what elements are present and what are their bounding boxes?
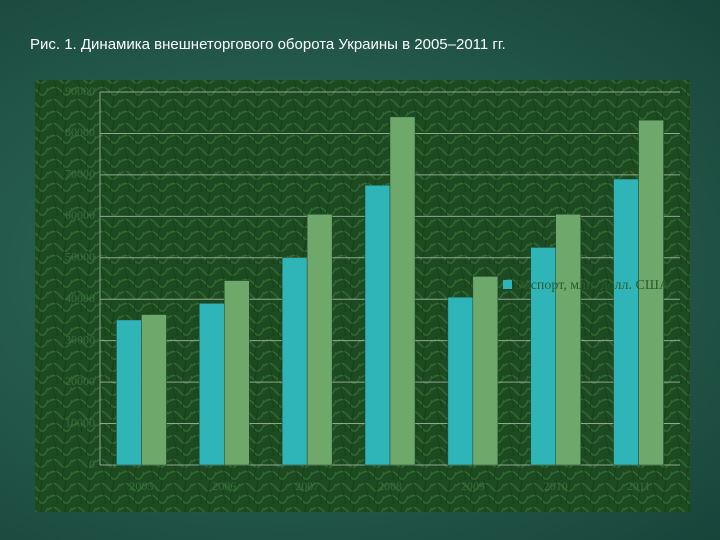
x-tick-label: 2008 <box>378 479 402 493</box>
bar <box>141 314 167 466</box>
bar <box>555 214 581 466</box>
bar <box>281 257 308 466</box>
bar <box>306 214 333 466</box>
bar <box>116 319 142 466</box>
bar <box>224 280 250 466</box>
y-tick-label: 30000 <box>65 332 95 346</box>
bar <box>389 116 416 466</box>
chart-title: Рис. 1. Динамика внешнеторгового оборота… <box>30 36 506 53</box>
y-tick-label: 70000 <box>65 167 95 181</box>
x-tick-label: 2010 <box>544 479 568 493</box>
legend-item: Экспорт, млн. долл. США <box>503 276 673 296</box>
bar <box>199 303 225 466</box>
x-tick-label: 2006 <box>212 479 236 493</box>
y-tick-label: 50000 <box>65 250 95 264</box>
y-tick-label: 60000 <box>65 208 95 222</box>
legend-swatch <box>503 280 512 289</box>
x-tick-label: 2007 <box>295 479 319 493</box>
x-tick-label: 2005 <box>129 479 153 493</box>
legend-label: Экспорт, млн. долл. США <box>515 278 670 293</box>
y-tick-label: 90000 <box>65 84 95 98</box>
y-tick-label: 20000 <box>65 374 95 388</box>
y-tick-label: 40000 <box>65 291 95 305</box>
bar <box>638 119 664 466</box>
bar <box>472 276 499 466</box>
x-tick-label: 2011 <box>627 479 651 493</box>
x-tick-label: 2009 <box>461 479 485 493</box>
y-tick-label: 10000 <box>65 415 95 429</box>
bar <box>447 296 474 466</box>
bar <box>364 185 391 466</box>
y-tick-label: 80000 <box>65 125 95 139</box>
y-tick-label: 0 <box>89 457 95 471</box>
legend: Экспорт, млн. долл. США <box>503 276 673 296</box>
bar <box>613 178 639 466</box>
